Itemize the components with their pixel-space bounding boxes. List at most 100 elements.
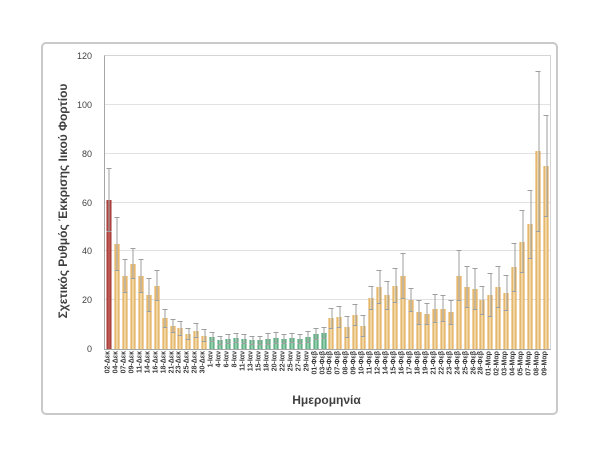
bar (487, 295, 493, 349)
error-bar (543, 114, 550, 218)
error-bar (113, 217, 120, 271)
error-bar-line (474, 268, 476, 310)
error-bar-line (188, 328, 190, 341)
x-tick-label: 05-Φεβ (326, 351, 334, 375)
error-bar-line (252, 335, 253, 346)
error-bar-cap (543, 216, 549, 218)
error-bar (288, 333, 295, 343)
bar (503, 292, 509, 349)
bar (535, 151, 541, 349)
x-tick-label: 23-Φεβ (446, 351, 454, 375)
bar (543, 165, 549, 349)
error-bar-cap (336, 327, 342, 329)
error-bar-cap (257, 344, 263, 346)
error-bar-cap (106, 168, 112, 170)
error-bar (129, 247, 136, 280)
bar (448, 312, 454, 349)
error-bar-cap (130, 278, 136, 280)
error-bar-cap (495, 266, 501, 267)
error-bar (479, 285, 486, 315)
x-tick-label: 28-Δεκ (191, 351, 199, 374)
error-bar-cap (440, 295, 446, 297)
x-tick-label: 8-Ιαν (231, 351, 239, 368)
error-bar-cap (138, 258, 144, 260)
error-bar-cap (257, 335, 263, 337)
x-tick-label: 13-Ιαν (247, 351, 255, 372)
bar (177, 328, 183, 349)
error-bar-cap (177, 320, 183, 322)
error-bar-cap (519, 209, 525, 211)
error-bar-line (347, 316, 349, 339)
error-bar (511, 242, 518, 292)
bar (511, 267, 517, 349)
x-tick-label: 07-Δεκ (120, 351, 128, 374)
error-bar-cap (344, 337, 350, 339)
x-tick-label: 24-Φεβ (454, 351, 462, 375)
error-bar (415, 300, 422, 325)
error-bar-cap (297, 343, 303, 345)
bar (400, 275, 406, 349)
error-bar-line (387, 280, 389, 310)
error-bar-cap (479, 285, 485, 287)
error-bar-line (124, 258, 126, 293)
x-tick-label: 21-Δεκ (168, 351, 176, 374)
x-tick-label: 15-Φεβ (390, 351, 398, 375)
error-bar-cap (193, 323, 199, 325)
x-tick-label: 21-Φεβ (430, 351, 438, 375)
x-tick-label: 10-Φεβ (358, 351, 366, 375)
error-bar-cap (154, 269, 160, 271)
error-bar-cap (535, 70, 541, 72)
x-tick-label: 6-Ιαν (223, 351, 231, 368)
error-bar-line (410, 287, 412, 313)
error-bar-line (490, 273, 492, 318)
error-bar-cap (392, 301, 398, 303)
x-axis: 02-Δεκ 04-Δεκ 07-Δεκ 09-Δεκ 11-Δεκ 14-Δεκ 16-Δ… (104, 349, 549, 399)
error-bar-cap (543, 114, 549, 116)
error-bar-cap (464, 266, 470, 267)
error-bar-cap (376, 302, 382, 304)
error-bar-cap (321, 338, 327, 340)
error-bar (185, 328, 192, 341)
bar (424, 313, 430, 349)
error-bar-line (148, 278, 150, 313)
error-bar (439, 295, 446, 323)
y-tick-label: 0 (86, 344, 92, 354)
error-bar-line (315, 328, 317, 341)
error-bar-cap (114, 269, 120, 271)
x-tick-label: 05-Μαρ (517, 351, 525, 376)
error-bar-cap (233, 341, 239, 343)
error-bar (105, 168, 112, 232)
error-bar (169, 318, 176, 334)
error-bar-line (466, 266, 468, 308)
error-bar (407, 287, 414, 313)
error-bar-cap (416, 300, 422, 302)
error-bar-cap (233, 333, 239, 335)
y-tick-label: 60 (81, 197, 92, 208)
x-tick-label: 25-Φεβ (462, 351, 470, 375)
error-bar-cap (122, 258, 128, 260)
error-bar-line (426, 302, 428, 325)
error-bar-cap (448, 300, 454, 302)
error-bar (233, 333, 240, 343)
error-bar-line (363, 314, 365, 337)
error-bar (384, 280, 391, 310)
error-bar-cap (209, 340, 215, 342)
error-bar-cap (432, 322, 438, 324)
error-bar-cap (527, 190, 533, 192)
error-bar-line (140, 258, 142, 293)
error-bar (487, 273, 494, 318)
x-tick-label: 01-Μαρ (485, 351, 493, 376)
error-bar-cap (328, 328, 334, 330)
error-bar-cap (273, 331, 279, 333)
error-bar-line (196, 323, 198, 339)
x-tick-label: 19-Φεβ (422, 351, 430, 375)
x-tick-label: 25-Δεκ (183, 351, 191, 374)
error-bar-line (212, 331, 214, 342)
error-bar-cap (273, 343, 279, 345)
bar (321, 333, 327, 349)
x-tick-label: 01-Φεβ (311, 351, 319, 375)
error-bar-line (291, 333, 293, 343)
bar (313, 334, 319, 349)
x-tick-label: 14-Δεκ (144, 351, 152, 374)
error-bar (336, 306, 343, 329)
